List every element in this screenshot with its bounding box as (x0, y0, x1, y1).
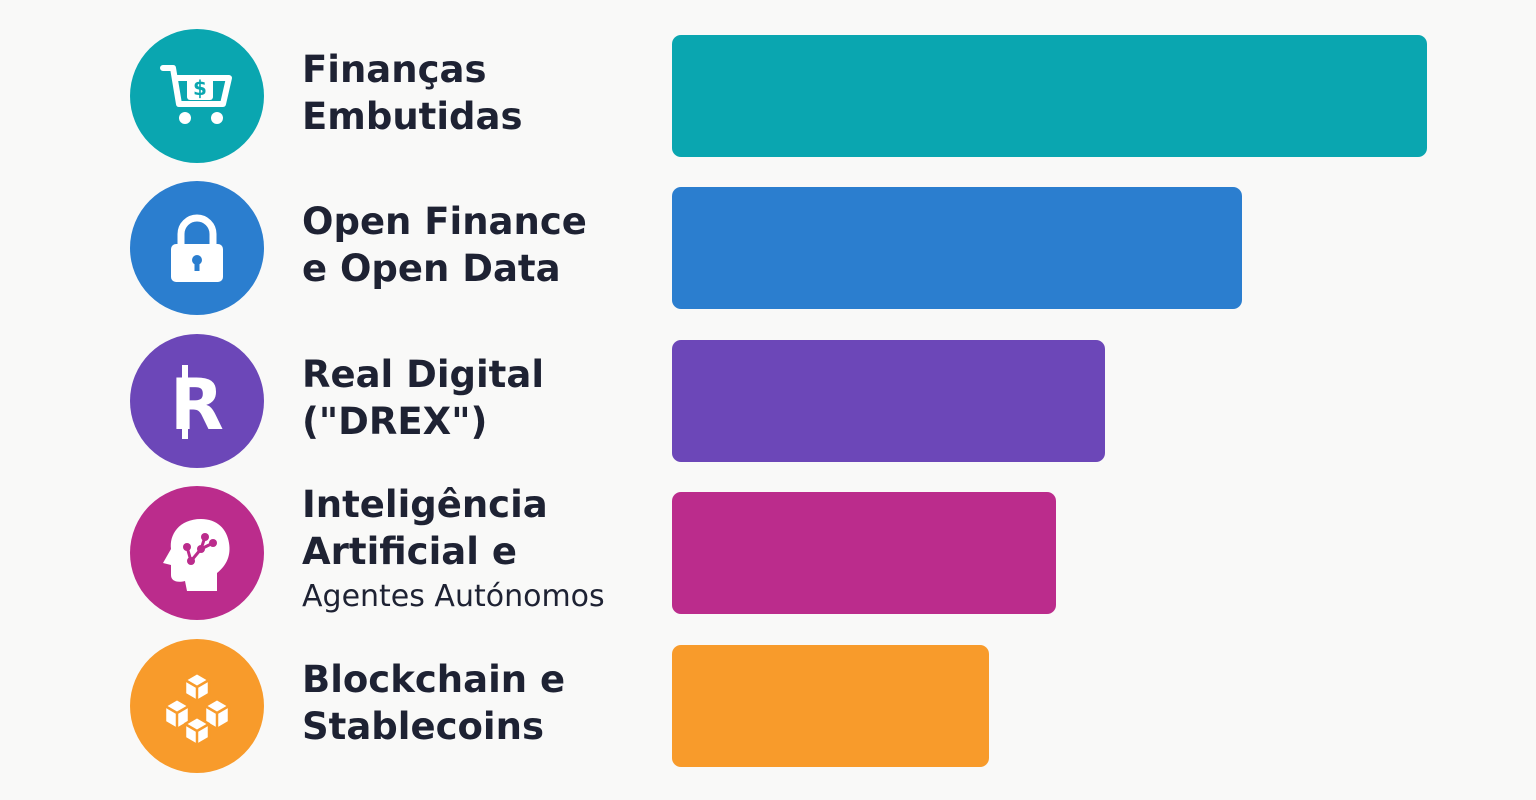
category-label: Blockchain e Stablecoins (302, 656, 565, 750)
svg-text:$: $ (193, 76, 207, 100)
shopping-cart-dollar-icon: $ (130, 29, 264, 163)
svg-text:R: R (170, 364, 224, 441)
bar (672, 187, 1243, 309)
category-label: Real Digital ("DREX") (302, 351, 544, 445)
real-currency-icon: R (130, 334, 264, 468)
category-label: Finanças Embutidas (302, 46, 523, 140)
category-label: Inteligência Artificial e Agentes Autónomo… (302, 481, 605, 619)
bar (672, 492, 1057, 614)
category-label-line: Inteligência (302, 483, 548, 526)
category-label-line: Embutidas (302, 95, 523, 138)
category-label-line: Blockchain e (302, 658, 566, 701)
category-label-line: Agentes Autónomos (302, 579, 605, 614)
category-label: Open Finance e Open Data (302, 198, 587, 292)
category-label-line: Finanças (302, 48, 487, 91)
blockchain-cubes-icon (130, 639, 264, 773)
bar (672, 645, 990, 767)
ai-head-icon (130, 486, 264, 620)
category-label-line: e Open Data (302, 247, 561, 290)
padlock-icon (130, 181, 264, 315)
bar (672, 35, 1427, 157)
category-label-line: Artificial e (302, 530, 517, 573)
category-label-line: Open Finance (302, 200, 587, 243)
category-label-line: Real Digital (302, 353, 545, 396)
category-label-line: Stablecoins (302, 705, 544, 748)
bar (672, 340, 1105, 462)
category-label-line: ("DREX") (302, 400, 488, 443)
